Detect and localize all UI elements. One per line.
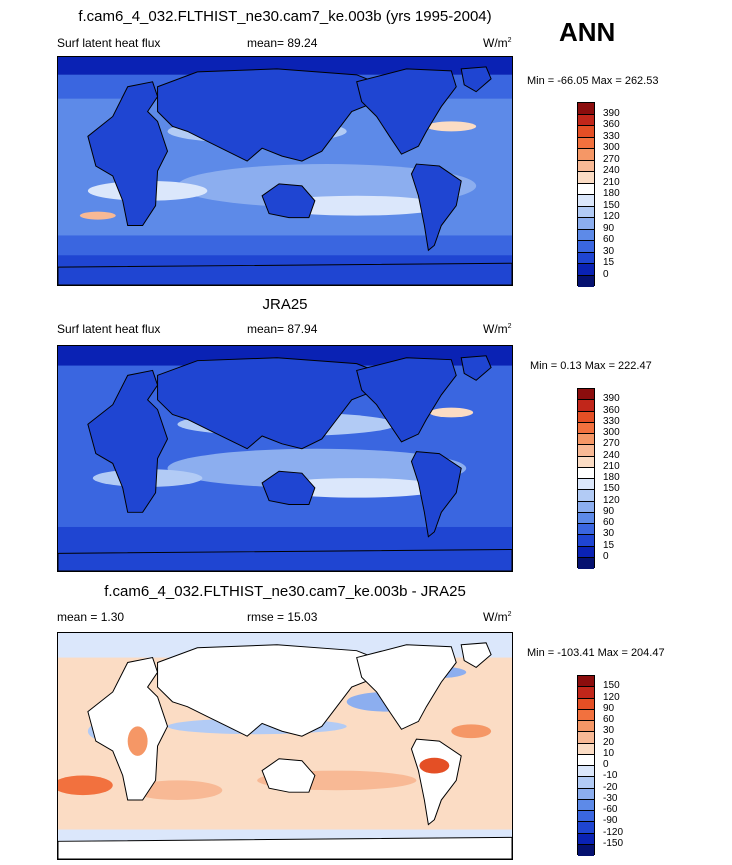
panel-1-colorbar-label: 180: [603, 188, 620, 199]
panel-1-title: f.cam6_4_032.FLTHIST_ne30.cam7_ke.003b (…: [78, 8, 492, 25]
panel-3-colorbar-label: -20: [603, 781, 618, 793]
panel-3-colorbar-label: -10: [603, 770, 618, 782]
panel-1-colorbar-label: 0: [603, 268, 609, 280]
panel-3-units: W/m2: [483, 610, 512, 624]
panel-3-colorbar-label: 10: [603, 747, 615, 759]
panel-2-colorbar-label: 120: [603, 494, 620, 506]
panel-1-colorbar-label: 390: [603, 107, 620, 119]
panel-3-mean-label: mean = 1.30: [57, 610, 125, 624]
panel-1-colorbar-label: 150: [603, 199, 620, 211]
panel-2-colorbar-label: 210: [603, 460, 620, 472]
panel-3-colorbar-label: -60: [603, 804, 618, 815]
panel-2-variable-label: Surf latent heat flux: [57, 322, 161, 336]
panel-2-colorbar-label: 30: [603, 528, 615, 540]
panel-2-title: JRA25: [262, 296, 308, 313]
panel-1-colorbar-label: 360: [603, 119, 620, 130]
panel-1-colorbar-label: 30: [603, 245, 615, 257]
panel-2-colorbar-label: 360: [603, 404, 620, 416]
panel-3-colorbar-label: -120: [603, 826, 624, 838]
panel-1-mean-label: mean= 89.24: [247, 36, 318, 50]
panel-3-colorbar-label: -90: [603, 815, 618, 827]
panel-1-colorbar: [577, 102, 595, 287]
panel-2-colorbar-label: 240: [603, 449, 620, 461]
panel-2-colorbar-label: 330: [603, 415, 620, 427]
panel-2-colorbar-label: 180: [603, 472, 620, 483]
panel-2-colorbar-label: 300: [603, 427, 620, 438]
panel-1-colorbar-label: 90: [603, 222, 615, 234]
panel-1-colorbar-label: 330: [603, 130, 620, 142]
panel-3-colorbar-label: 20: [603, 736, 615, 748]
panel-1-map: [57, 56, 513, 286]
panel-1-colorbar-label: 300: [603, 142, 620, 153]
panel-2-mean-label: mean= 87.94: [247, 322, 318, 336]
panel-1-colorbar-label: 15: [603, 257, 615, 268]
panel-3-minmax: Min = -103.41 Max = 204.47: [527, 647, 665, 659]
season-label: ANN: [559, 17, 616, 47]
panel-2-colorbar-label: 60: [603, 517, 615, 528]
panel-2-minmax: Min = 0.13 Max = 222.47: [530, 360, 652, 372]
panel-3-colorbar-label: -150: [603, 837, 624, 849]
panel-2-colorbar-label: 150: [603, 483, 620, 495]
panel-1-colorbar-label: 240: [603, 165, 620, 176]
panel-1-variable-label: Surf latent heat flux: [57, 36, 161, 50]
panel-3-colorbar-label: 150: [603, 680, 620, 692]
panel-3-colorbar-label: 0: [603, 759, 609, 770]
panel-2-colorbar: [577, 388, 595, 569]
panel-3-colorbar: [577, 675, 595, 856]
panel-3-colorbar-label: -30: [603, 792, 618, 804]
panel-1-colorbar-label: 210: [603, 176, 620, 188]
panel-1-minmax: Min = -66.05 Max = 262.53: [527, 75, 659, 87]
panel-2-colorbar-label: 390: [603, 393, 620, 405]
panel-3-colorbar-label: 90: [603, 702, 615, 714]
panel-1-colorbar-label: 270: [603, 153, 620, 165]
panel-2-colorbar-label: 270: [603, 438, 620, 450]
panel-2-map: [57, 345, 513, 572]
panel-3-map: [57, 632, 513, 860]
panel-3-colorbar-label: 30: [603, 725, 615, 737]
panel-2-colorbar-label: 90: [603, 505, 615, 517]
panel-3-title: f.cam6_4_032.FLTHIST_ne30.cam7_ke.003b -…: [104, 583, 466, 600]
panel-1-units: W/m2: [483, 36, 512, 50]
panel-1-colorbar-label: 120: [603, 211, 620, 222]
panel-3-colorbar-label: 60: [603, 714, 615, 725]
panel-3-colorbar-label: 120: [603, 691, 620, 703]
panel-2-colorbar-label: 0: [603, 550, 609, 562]
panel-2-units: W/m2: [483, 322, 512, 336]
panel-2-colorbar-label: 15: [603, 539, 615, 551]
panel-3-rmse-label: rmse = 15.03: [247, 610, 318, 624]
panel-1-colorbar-label: 60: [603, 234, 615, 245]
